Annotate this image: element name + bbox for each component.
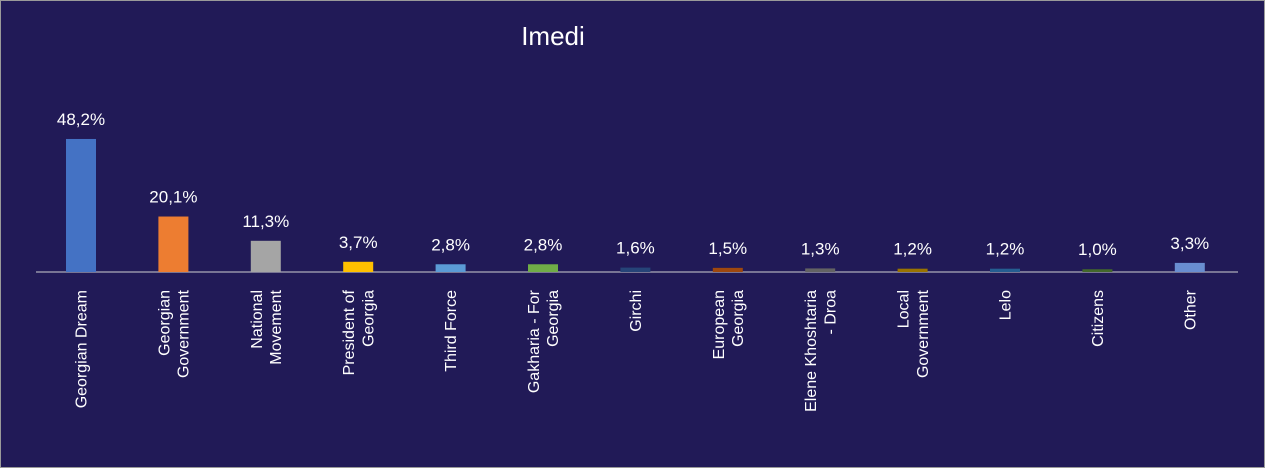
data-label: 1,6% (616, 239, 655, 258)
bar (712, 267, 743, 272)
x-tick-label: Georgian Government (156, 289, 192, 378)
x-tick-label: President of Georgia (341, 289, 377, 375)
x-tick-label: Local Government (896, 289, 932, 378)
x-tick-label: Third Force (443, 290, 460, 372)
data-label: 1,2% (986, 240, 1025, 259)
bar (250, 240, 281, 272)
bar (66, 138, 96, 272)
chart-title: Imedi (521, 21, 585, 51)
bar (990, 268, 1020, 272)
data-label: 20,1% (149, 188, 197, 207)
x-tick-label: Lelo (998, 290, 1015, 320)
bar (805, 268, 836, 272)
x-tick-label: Girchi (628, 290, 645, 332)
x-tick-label: European Georgia (711, 290, 747, 359)
bar (343, 261, 374, 272)
bar (1174, 262, 1205, 272)
data-label: 11,3% (242, 212, 289, 231)
data-label: 1,5% (708, 239, 747, 258)
data-label: 48,2% (57, 110, 105, 129)
bar (620, 267, 651, 272)
data-label: 1,2% (893, 240, 932, 259)
bar (897, 268, 928, 272)
data-label: 3,7% (339, 233, 378, 252)
x-tick-label: National Movement (249, 289, 285, 364)
bar (158, 216, 189, 272)
x-tick-label: Citizens (1090, 290, 1107, 347)
data-label: 2,8% (431, 235, 470, 254)
data-label: 1,3% (801, 239, 840, 258)
bar (528, 264, 558, 272)
bar (1082, 269, 1113, 272)
x-tick-label: Gakharia - For Georgia (526, 289, 562, 393)
data-label: 2,8% (524, 235, 563, 254)
data-label: 1,0% (1078, 240, 1117, 259)
bar (435, 264, 466, 272)
data-label: 3,3% (1170, 234, 1209, 253)
x-tick-label: Georgian Dream (74, 290, 91, 408)
x-tick-label: Elene Khoshtaria - Droa (803, 290, 839, 412)
x-tick-label: Other (1182, 289, 1199, 330)
